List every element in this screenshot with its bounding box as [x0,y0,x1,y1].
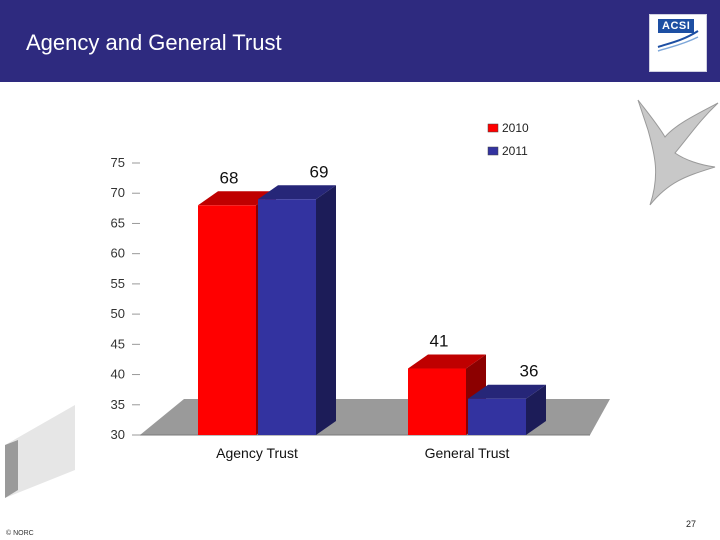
bar-top [468,384,546,399]
header-bar: Agency and General Trust ACSI [0,0,720,82]
data-label: 36 [520,362,539,381]
y-tick-label: 50 [111,306,125,321]
y-tick-label: 75 [111,155,125,170]
page-title: Agency and General Trust [26,30,282,55]
data-label: 41 [430,332,449,351]
bar-side [316,185,336,435]
bar-front [408,368,466,435]
bar-top [258,185,336,200]
legend-label: 2010 [502,121,529,135]
bar-front [198,205,256,435]
legend-label: 2011 [502,144,528,158]
page-number: 27 [686,519,697,529]
acsi-logo: ACSI [649,14,707,72]
legend-swatch [487,146,499,156]
y-tick-label: 40 [111,367,125,382]
y-tick-label: 45 [111,336,125,351]
y-tick-label: 70 [111,185,125,200]
data-label: 69 [310,162,329,181]
y-tick-label: 55 [111,276,125,291]
y-tick-label: 65 [111,215,125,230]
decorative-swoosh-icon [637,99,719,206]
bar-top [198,191,276,206]
x-category-label: General Trust [425,445,510,461]
bar-front [258,199,316,435]
legend-swatch [487,123,499,133]
bar-2011-0 [258,185,336,435]
y-tick-label: 30 [111,427,125,442]
y-tick-label: 60 [111,246,125,261]
copyright-text: © NORC [6,530,34,537]
logo-swoosh-icon [657,30,699,52]
x-category-label: Agency Trust [216,445,298,461]
decorative-corner-icon [5,405,75,498]
bar-2011-1 [468,384,546,435]
acsi-logo-text: ACSI [658,19,695,33]
data-label: 68 [220,168,239,187]
bar-top [408,354,486,369]
bar-front [468,398,526,435]
y-tick-label: 35 [111,397,125,412]
bar-side [526,384,546,435]
